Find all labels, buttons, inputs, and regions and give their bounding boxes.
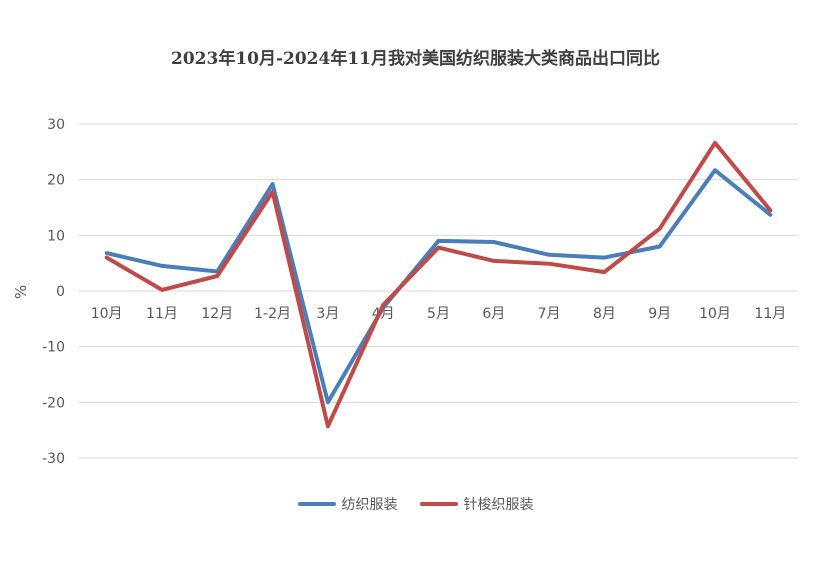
x-tick-label: 11月	[754, 306, 786, 322]
x-tick-label: 3月	[316, 306, 339, 322]
y-tick-label: 20	[47, 173, 65, 189]
y-tick-label: 30	[47, 117, 65, 133]
series-line-1	[104, 168, 773, 405]
series-lines	[104, 140, 773, 429]
x-tick-label: 6月	[482, 306, 505, 322]
y-tick-label: -20	[42, 395, 65, 411]
legend-swatch	[419, 502, 458, 506]
x-tick-label: 5月	[427, 306, 450, 322]
x-tick-label: 10月	[91, 306, 123, 322]
legend-item-2: 针梭织服装	[419, 494, 534, 514]
x-tick-label: 1-2月	[254, 306, 291, 322]
y-tick-label: 10	[47, 228, 65, 244]
legend-swatch	[297, 502, 336, 506]
legend-label: 针梭织服装	[463, 497, 534, 513]
y-tick-label: 0	[56, 284, 65, 300]
y-axis-label: %	[12, 285, 30, 299]
chart-title: 2023年10月-2024年11月我对美国纺织服装大类商品出口同比	[171, 49, 660, 69]
x-tick-label: 7月	[538, 306, 561, 322]
x-tick-label: 9月	[648, 306, 671, 322]
legend: 纺织服装 针梭织服装	[0, 494, 831, 514]
y-tick-label: -10	[42, 340, 65, 356]
y-tick-labels: 30 20 10 0 -10 -20 -30	[42, 117, 65, 467]
series-line-2	[104, 140, 773, 429]
grid-lines	[79, 123, 798, 459]
x-tick-label: 8月	[593, 306, 616, 322]
x-tick-label: 11月	[146, 306, 178, 322]
x-tick-label: 12月	[201, 306, 233, 322]
legend-item-1: 纺织服装	[297, 494, 398, 514]
x-tick-label: 10月	[699, 306, 731, 322]
x-tick-labels: 10月 11月 12月 1-2月 3月 4月 5月 6月 7月 8月 9月 10月 11月	[91, 306, 787, 322]
y-tick-label: -30	[42, 451, 65, 467]
legend-label: 纺织服装	[341, 497, 398, 513]
